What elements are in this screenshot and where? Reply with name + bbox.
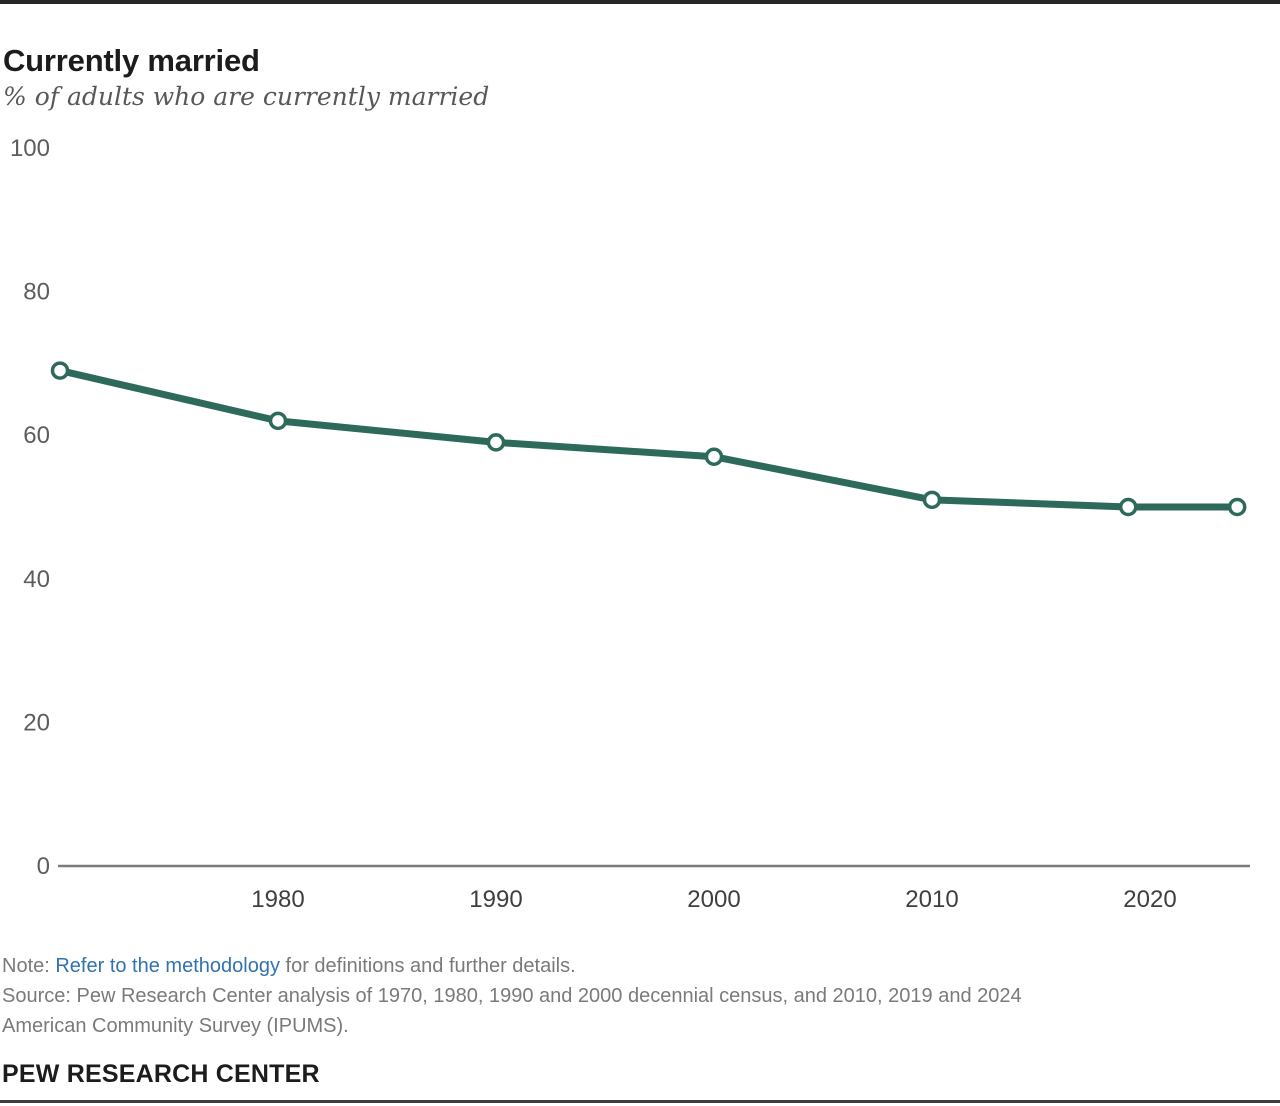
note-prefix: Note:: [2, 955, 56, 977]
notes-block: Note: Refer to the methodology for defin…: [2, 951, 1242, 1041]
y-axis-tick-label: 0: [37, 853, 50, 880]
top-rule: [0, 0, 1280, 4]
x-axis-tick-label: 1980: [251, 886, 304, 913]
source-line-2: American Community Survey (IPUMS).: [2, 1015, 349, 1037]
data-point-marker: [486, 433, 506, 452]
y-axis-tick-label: 60: [23, 422, 50, 449]
y-axis-tick-label: 40: [23, 566, 50, 593]
data-point-marker: [1118, 497, 1138, 517]
x-axis-tick-label: 2000: [687, 886, 740, 913]
x-axis-tick-label: 2020: [1123, 886, 1176, 913]
x-axis-tick-label: 2010: [905, 886, 958, 913]
data-point-marker: [268, 411, 288, 431]
y-axis-tick-label: 100: [10, 135, 50, 162]
bottom-rule: [0, 1100, 1280, 1103]
methodology-link[interactable]: Refer to the methodology: [55, 955, 280, 977]
note-line: Note: Refer to the methodology for defin…: [2, 951, 1242, 981]
data-point-marker: [1227, 497, 1247, 517]
y-axis-tick-label: 80: [23, 279, 50, 306]
chart-title: Currently married: [3, 42, 260, 78]
data-point-marker: [50, 361, 70, 380]
source-line-1: Source: Pew Research Center analysis of …: [2, 985, 1022, 1007]
data-line-currently-married: [56, 367, 1241, 511]
note-suffix: for definitions and further details.: [279, 955, 576, 977]
chart-subtitle: % of adults who are currently married: [3, 82, 490, 111]
brand-footer: PEW RESEARCH CENTER: [2, 1060, 320, 1088]
data-point-marker: [922, 490, 942, 510]
x-axis-tick-label: 1990: [469, 886, 522, 913]
data-point-marker: [704, 447, 724, 466]
y-axis-tick-label: 20: [23, 709, 50, 736]
